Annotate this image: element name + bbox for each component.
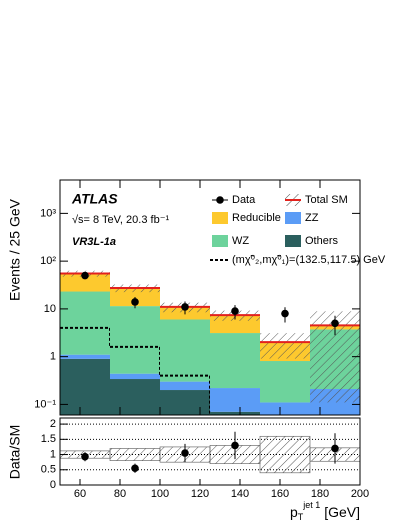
legend-label: ZZ [305, 212, 319, 224]
y-tick-label: 10⁻¹ [34, 398, 56, 410]
ratio-point [331, 444, 339, 453]
total-uncertainty [260, 333, 310, 359]
data-point [231, 307, 239, 315]
x-title-sub: T [298, 512, 304, 522]
legend-swatch [285, 235, 301, 247]
x-title-unit: [GeV] [320, 504, 360, 520]
data-point [331, 319, 339, 328]
ratio-y-tick-label: 1.5 [41, 433, 56, 445]
legend-swatch [212, 212, 228, 224]
y-tick-label: 10 [44, 303, 56, 315]
region-label: VR3L-1a [72, 236, 116, 248]
experiment-label: ATLAS [71, 191, 118, 207]
legend-label: Total SM [305, 194, 348, 206]
stack-bar [260, 361, 310, 403]
energy-label: √s= 8 TeV, 20.3 fb⁻¹ [72, 214, 169, 226]
ratio-y-tick-label: 2 [50, 418, 56, 430]
ratio-y-tick-label: 0.5 [41, 464, 56, 476]
x-tick-label: 200 [351, 488, 369, 500]
data-point [281, 309, 289, 318]
x-title-base: p [290, 504, 298, 520]
legend-label: Reducible [232, 212, 281, 224]
x-axis-title: pTjet 1 [GeV] [290, 500, 360, 522]
data-point [181, 303, 189, 311]
stack-bar [210, 333, 260, 389]
x-tick-label: 120 [191, 488, 209, 500]
ratio-point [231, 441, 239, 450]
y-tick-label: 10² [40, 255, 56, 267]
main-frame [59, 179, 361, 416]
stack-bar [60, 273, 110, 292]
x-tick-label: 80 [114, 488, 126, 500]
legend-label: Others [305, 235, 339, 247]
stack-bar [110, 379, 160, 415]
stack-bar [60, 291, 110, 355]
x-tick-label: 140 [231, 488, 249, 500]
ratio-y-tick-label: 1 [50, 448, 56, 460]
x-tick-label: 160 [271, 488, 289, 500]
legend-data-marker [216, 196, 224, 204]
stack-bar [210, 411, 260, 415]
x-tick-label: 100 [151, 488, 169, 500]
ratio-y-tick-label: 0 [50, 479, 56, 491]
stack-bar [160, 319, 210, 382]
ratio-frame [59, 417, 361, 486]
legend-swatch [212, 235, 228, 247]
legend-swatch [285, 212, 301, 224]
ratio-y-axis-title: Data/SM [7, 425, 23, 479]
legend-label: WZ [232, 235, 249, 247]
main-plot [60, 270, 360, 415]
x-tick-label: 60 [74, 488, 86, 500]
stack-bar [110, 373, 160, 380]
ratio-point [131, 464, 139, 473]
stack-bar [60, 354, 110, 359]
ratio-point [81, 452, 89, 461]
stack-bar [110, 306, 160, 374]
y-tick-label: 1 [50, 351, 56, 363]
y-tick-label: 10³ [40, 207, 56, 219]
ratio-point [181, 449, 189, 457]
stack-bar [60, 358, 110, 415]
x-tick-label: 180 [311, 488, 329, 500]
legend-label: Data [232, 194, 256, 206]
stack-bar [160, 381, 210, 391]
stack-bar [260, 402, 310, 415]
x-title-sup: jet 1 [302, 500, 320, 510]
y-axis-title: Events / 25 GeV [7, 198, 23, 301]
stack-bar [160, 390, 210, 415]
stack-bar [110, 287, 160, 307]
ratio-plot [60, 423, 360, 485]
legend-label: (mχ̃⁰₂,mχ̃⁰₁)=(132.5,117.5) GeV [232, 254, 386, 266]
data-point [131, 298, 139, 306]
stack-bar [210, 388, 260, 412]
data-point [81, 271, 89, 280]
